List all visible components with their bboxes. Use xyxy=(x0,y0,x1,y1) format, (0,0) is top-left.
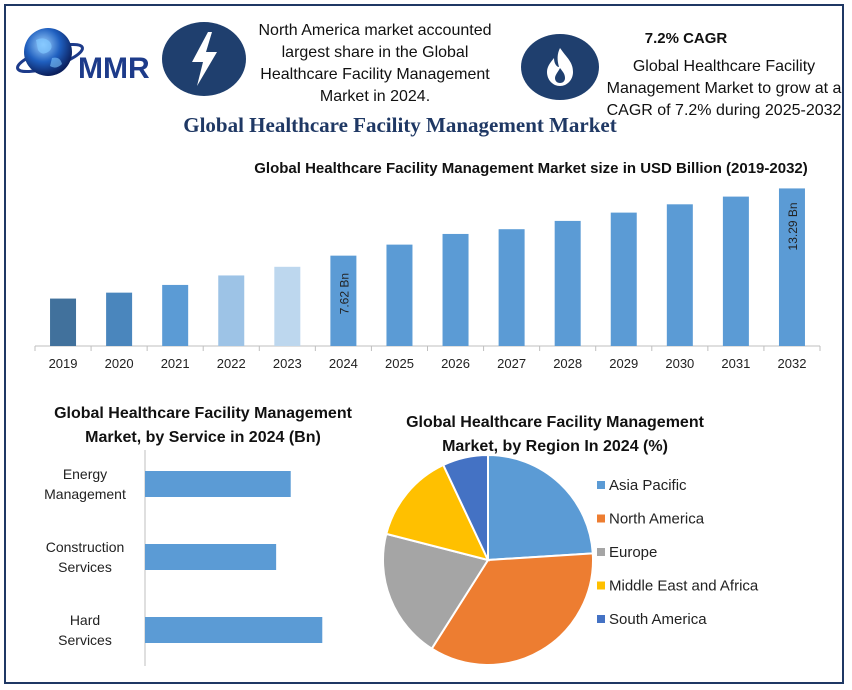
x-tick-label-2020: 2020 xyxy=(105,356,134,371)
market-size-bar-chart: 2019 2020 2021 2022 2023 2024 7.62 Bn 2025 2026 2… xyxy=(34,188,821,371)
service-label-0: Management xyxy=(44,486,126,502)
service-chart-title: Global Healthcare Facility Management Ma… xyxy=(54,405,352,446)
legend-label-1: North America xyxy=(609,511,705,528)
bar-2025 xyxy=(386,244,413,346)
legend-swatch-1 xyxy=(597,514,605,523)
cagr-heading: 7.2% CAGR xyxy=(644,30,728,47)
north-america-callout: North America market accounted largest s… xyxy=(258,22,492,105)
bar-2031 xyxy=(722,196,749,346)
x-tick-label-2021: 2021 xyxy=(161,356,190,371)
bar-2023 xyxy=(274,266,301,346)
legend-swatch-2 xyxy=(597,548,605,556)
legend-label-4: South America xyxy=(609,611,707,628)
legend-label-2: Europe xyxy=(609,544,657,561)
pie-slice-1 xyxy=(430,552,594,666)
bar-2029 xyxy=(610,212,637,346)
bar-2022 xyxy=(218,275,245,346)
legend-label-3: Middle East and Africa xyxy=(609,578,759,595)
lightning-bolt-icon xyxy=(162,22,246,96)
bar-2019 xyxy=(50,298,77,346)
bar-2028 xyxy=(554,220,581,346)
x-tick-label-2019: 2019 xyxy=(49,356,78,371)
data-label-2032: 13.29 Bn xyxy=(786,202,800,250)
x-tick-label-2022: 2022 xyxy=(217,356,246,371)
legend-label-0: Asia Pacific xyxy=(609,477,687,494)
service-label-1: Services xyxy=(58,559,112,575)
service-label-2: Services xyxy=(58,632,112,648)
service-bar-1 xyxy=(145,544,277,570)
x-tick-label-2028: 2028 xyxy=(553,356,582,371)
bar-chart-title: Global Healthcare Facility Management Ma… xyxy=(254,160,808,177)
x-tick-label-2032: 2032 xyxy=(778,356,807,371)
bar-2030 xyxy=(666,204,693,346)
x-tick-label-2024: 2024 xyxy=(329,356,358,371)
bar-2032 xyxy=(778,188,805,346)
pie-slice-4 xyxy=(441,453,489,561)
legend-swatch-3 xyxy=(597,581,605,590)
bar-2021 xyxy=(162,284,189,346)
cagr-callout: Global Healthcare Facility Management Ma… xyxy=(606,58,842,119)
service-label-2: Hard xyxy=(70,612,100,628)
pie-slice-2 xyxy=(382,532,490,651)
region-chart-title: Global Healthcare Facility Management Ma… xyxy=(406,414,704,455)
bar-2026 xyxy=(442,233,469,346)
x-tick-label-2026: 2026 xyxy=(441,356,470,371)
flame-icon xyxy=(521,34,599,100)
service-bar-chart: Energy Management Construction Services Hard… xyxy=(44,450,323,666)
service-label-1: Construction xyxy=(46,539,125,555)
x-tick-label-2025: 2025 xyxy=(385,356,414,371)
mmr-logo: MMR xyxy=(14,22,159,90)
data-label-2024: 7.62 Bn xyxy=(337,273,351,314)
x-tick-label-2029: 2029 xyxy=(609,356,638,371)
bar-2027 xyxy=(498,229,525,346)
x-tick-label-2027: 2027 xyxy=(497,356,526,371)
legend-swatch-4 xyxy=(597,615,605,623)
x-tick-label-2023: 2023 xyxy=(273,356,302,371)
service-bar-2 xyxy=(145,617,323,643)
legend-swatch-0 xyxy=(597,481,605,489)
main-title: Global Healthcare Facility Management Ma… xyxy=(183,113,617,137)
bar-2020 xyxy=(106,292,133,346)
logo-text: MMR xyxy=(78,52,150,85)
service-label-0: Energy xyxy=(63,466,107,482)
pie-slice-0 xyxy=(487,453,594,562)
x-tick-label-2030: 2030 xyxy=(665,356,694,371)
service-bar-0 xyxy=(145,471,291,497)
pie-slice-3 xyxy=(385,463,490,562)
x-tick-label-2031: 2031 xyxy=(721,356,750,371)
region-pie-chart: Asia Pacific North America Europe Middle Ea… xyxy=(382,453,759,666)
infographic-frame xyxy=(4,4,844,684)
bar-2024 xyxy=(330,255,357,346)
